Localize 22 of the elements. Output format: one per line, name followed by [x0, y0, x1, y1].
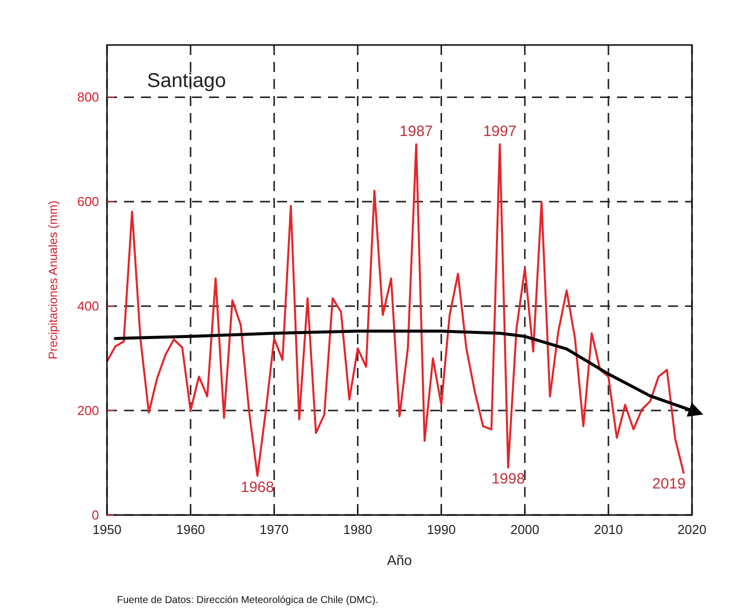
source-note: Fuente de Datos: Dirección Meteorológica de Chile (DMC).	[117, 595, 378, 606]
x-axis-title: Año	[387, 552, 412, 568]
annotation: 1968	[240, 478, 274, 496]
y-axis-title: Precipitaciones Anuales (mm)	[46, 200, 60, 360]
y-tick-label: 600	[77, 194, 99, 210]
x-tick-label: 2020	[678, 522, 706, 537]
x-tick-label: 1970	[260, 522, 289, 537]
x-tick-label: 2000	[510, 522, 540, 537]
annotation: 1998	[491, 470, 525, 488]
annotation: 1987	[400, 123, 433, 140]
x-tick-label: 1960	[176, 522, 206, 537]
x-tick-label: 1950	[92, 522, 122, 537]
annotation: 2019	[652, 476, 686, 493]
text: Santiago	[147, 70, 226, 92]
x-tick-label: 1980	[343, 522, 372, 537]
y-tick-label: 200	[77, 403, 99, 418]
annotation: 1997	[483, 123, 516, 140]
y-tick-label: 800	[77, 90, 99, 105]
y-tick-label: 0	[92, 508, 99, 522]
x-tick-label: 2010	[594, 522, 623, 537]
x-tick-label: 1990	[426, 522, 456, 537]
y-tick-label: 400	[77, 298, 99, 314]
